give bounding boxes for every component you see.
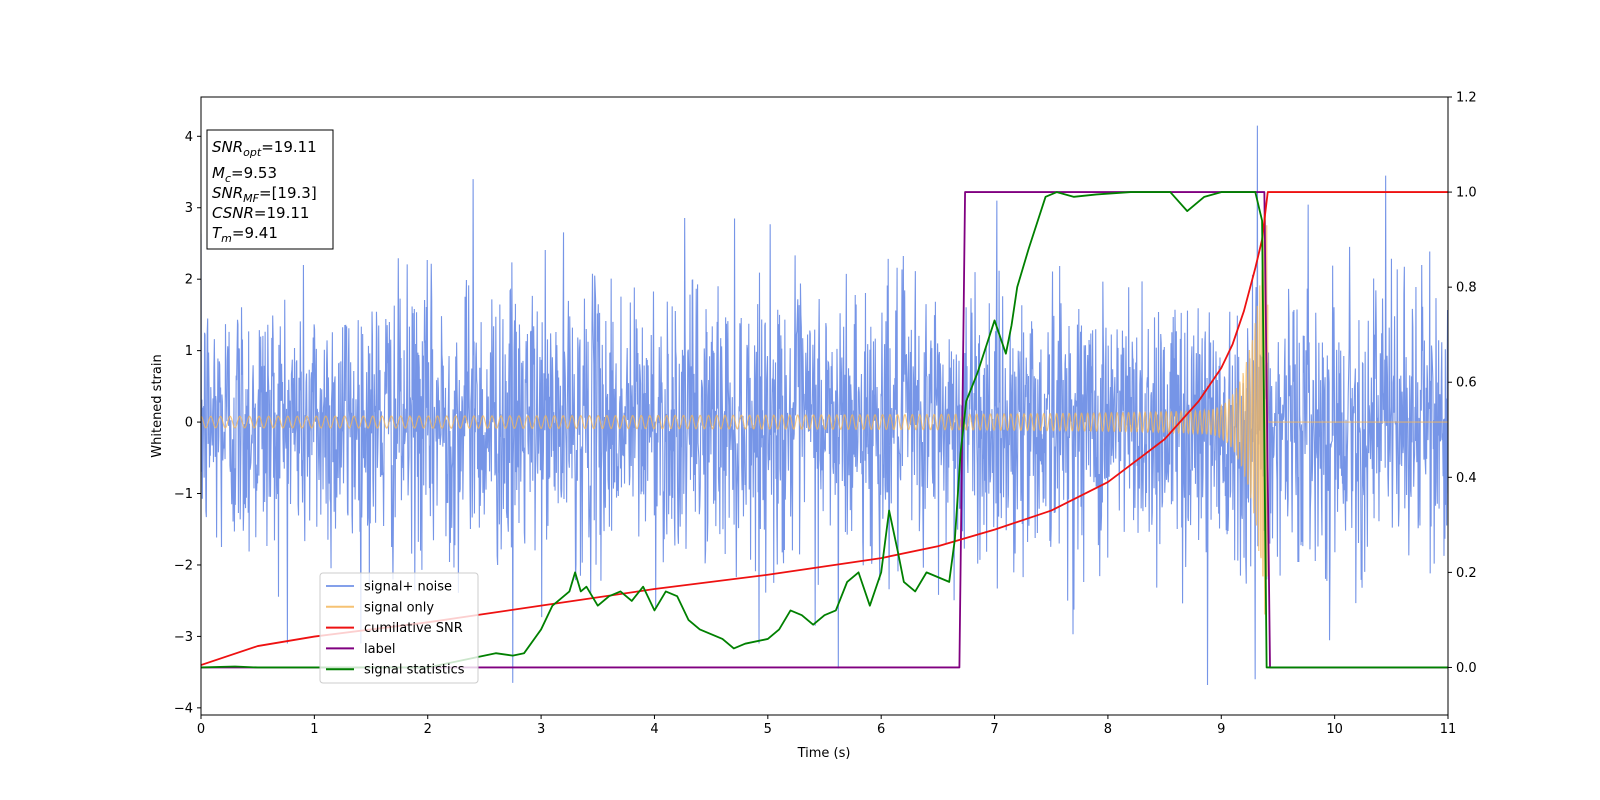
annotation-symbol: SNR: [212, 184, 243, 202]
signal-noise-series: [201, 125, 1448, 685]
x-tick-label: 1: [310, 722, 318, 737]
x-tick-label: 7: [990, 722, 998, 737]
y-left-tick-label: 3: [185, 201, 193, 216]
signal-only-series: [201, 214, 1448, 629]
annotation-frame: [206, 129, 334, 250]
annotation-symbol: SNR: [212, 138, 243, 156]
y-right-tick-label: 0.8: [1456, 281, 1477, 296]
x-axis: 0 1 2 3 4 5 6 7 8 9 10 11: [197, 715, 1456, 737]
plot-frame: [200, 96, 1449, 716]
x-tick-label: 9: [1217, 722, 1225, 737]
stats-annotation-box: SNRopt=19.11Mc=9.53SNRMF=[19.3]CSNR=19.1…: [206, 129, 334, 250]
legend-label: signal statistics: [364, 663, 465, 678]
annotation-subscript: MF: [243, 192, 259, 205]
legend: signal+ noise signal only cumilative SNR la…: [319, 572, 479, 684]
x-tick-label: 3: [537, 722, 545, 737]
x-tick-label: 6: [877, 722, 885, 737]
annotation-symbol: T: [212, 224, 223, 242]
annotation-line: Tm=9.41: [212, 224, 278, 245]
annotation-subscript: m: [221, 232, 232, 245]
x-tick-label: 4: [650, 722, 658, 737]
x-tick-label: 0: [197, 722, 205, 737]
x-tick-label: 2: [424, 722, 432, 737]
y-right-tick-label: 0.0: [1456, 661, 1477, 676]
annotation-line: SNRMF=[19.3]: [212, 184, 317, 205]
annotation-value: =19.11: [254, 204, 310, 222]
y-right-tick-label: 0.2: [1456, 566, 1477, 581]
y-left-tick-label: −1: [174, 487, 193, 502]
annotation-line: SNRopt=19.11: [212, 138, 317, 159]
y-left-tick-label: −2: [174, 558, 193, 573]
annotation-value: =[19.3]: [259, 184, 317, 202]
legend-label: cumilative SNR: [364, 621, 463, 636]
y-right-tick-label: 0.6: [1456, 376, 1477, 391]
annotation-value: =9.53: [231, 164, 277, 182]
annotation-subscript: opt: [243, 146, 262, 159]
y-left-tick-label: −4: [174, 701, 193, 716]
x-tick-label: 11: [1440, 722, 1457, 737]
annotation-symbol: CSNR: [212, 204, 254, 222]
annotation-subscript: c: [225, 172, 231, 185]
signal-noise-line: [201, 125, 1448, 685]
y-left-tick-label: 1: [185, 344, 193, 359]
annotation-symbol: M: [212, 164, 225, 182]
y-left-tick-label: −3: [174, 630, 193, 645]
y-left-tick-label: 4: [185, 130, 193, 145]
y-right-tick-label: 1.2: [1456, 91, 1477, 106]
annotation-value: =19.11: [261, 138, 317, 156]
annotation-value: =9.41: [232, 224, 278, 242]
annotation-line: Mc=9.53: [212, 164, 277, 185]
x-axis-label: Time (s): [797, 746, 851, 761]
y-axis-label: Whitened strain: [150, 354, 165, 457]
x-tick-label: 10: [1326, 722, 1343, 737]
legend-label: signal+ noise: [364, 580, 452, 595]
legend-label: label: [364, 642, 395, 657]
x-tick-label: 8: [1104, 722, 1112, 737]
signal-statistics-line: [201, 191, 1448, 669]
annotation-line: CSNR=19.11: [212, 204, 309, 222]
y-right-tick-label: 1.0: [1456, 186, 1477, 201]
x-tick-label: 5: [764, 722, 772, 737]
y-left-tick-label: 2: [185, 273, 193, 288]
y-left-tick-label: 0: [185, 416, 193, 431]
signal-only-line: [201, 214, 1448, 629]
legend-label: signal only: [364, 600, 434, 615]
legend-frame: [319, 572, 479, 684]
y-right-tick-label: 0.4: [1456, 471, 1477, 486]
y-axis-left: −4 −3 −2 −1 0 1 2 3 4: [174, 130, 201, 716]
y-axis-right: 0.0 0.2 0.4 0.6 0.8 1.0 1.2: [1448, 91, 1477, 676]
